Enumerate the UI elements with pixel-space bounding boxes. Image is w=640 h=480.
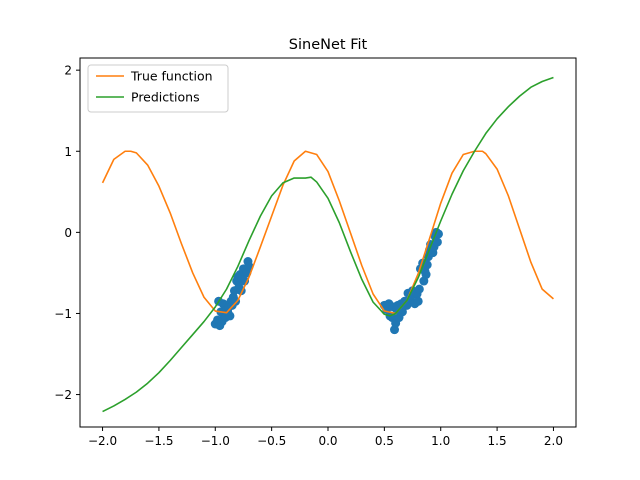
series-line-true-function — [101, 150, 554, 315]
scatter-point — [413, 296, 423, 306]
series-lines — [101, 76, 554, 413]
x-tick-label: 1.5 — [488, 434, 507, 448]
scatter-point — [421, 270, 431, 280]
y-axis: −2 −1 0 1 2 — [54, 64, 80, 402]
y-tick-label: 2 — [64, 64, 72, 78]
x-tick-label: 0.0 — [318, 434, 337, 448]
y-tick-label: −1 — [54, 307, 72, 321]
legend-label: True function — [130, 69, 213, 84]
x-tick-label: −1.5 — [144, 434, 173, 448]
chart-title: SineNet Fit — [289, 37, 368, 53]
x-tick-label: 0.5 — [375, 434, 394, 448]
x-axis: −2.0 −1.5 −1.0 −0.5 0.0 0.5 1.0 1.5 2.0 — [88, 427, 563, 448]
scatter-point — [432, 237, 442, 247]
x-tick-label: 1.0 — [431, 434, 450, 448]
y-tick-label: 1 — [64, 145, 72, 159]
x-tick-label: −0.5 — [257, 434, 286, 448]
legend-label: Predictions — [131, 90, 200, 105]
x-tick-label: −1.0 — [201, 434, 230, 448]
x-tick-label: 2.0 — [544, 434, 563, 448]
legend: True function Predictions — [87, 64, 229, 113]
y-tick-label: −2 — [54, 388, 72, 402]
y-tick-label: 0 — [64, 226, 72, 240]
series-line-predictions — [102, 76, 554, 413]
scatter-point — [244, 261, 254, 271]
x-tick-label: −2.0 — [88, 434, 117, 448]
scatter-point — [414, 284, 424, 294]
scatter-point — [225, 311, 235, 321]
scatter-point — [397, 307, 407, 317]
scatter-points — [210, 227, 443, 335]
